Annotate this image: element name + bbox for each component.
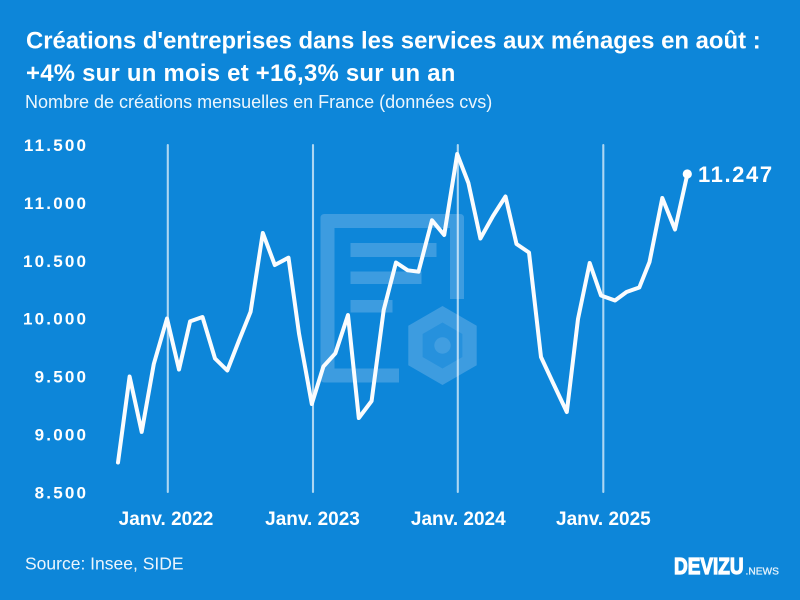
svg-text:Janv. 2023: Janv. 2023 bbox=[265, 509, 360, 530]
svg-text:9.000: 9.000 bbox=[35, 426, 89, 445]
svg-text:8.500: 8.500 bbox=[35, 483, 89, 502]
svg-text:Janv. 2024: Janv. 2024 bbox=[411, 509, 506, 530]
svg-text:11.500: 11.500 bbox=[24, 136, 88, 155]
svg-text:10.000: 10.000 bbox=[23, 310, 88, 329]
svg-text:9.500: 9.500 bbox=[35, 368, 89, 387]
svg-text:Nombre de créations mensuelles: Nombre de créations mensuelles en France… bbox=[25, 92, 492, 112]
svg-text:Source: Insee, SIDE: Source: Insee, SIDE bbox=[25, 553, 184, 573]
svg-text:.NEWS: .NEWS bbox=[746, 566, 780, 577]
svg-text:10.500: 10.500 bbox=[23, 252, 88, 271]
svg-text:DEVIZU: DEVIZU bbox=[674, 553, 744, 579]
svg-text:11.000: 11.000 bbox=[24, 194, 88, 213]
svg-text:11.247: 11.247 bbox=[698, 162, 774, 187]
svg-text:+4% sur un mois et +16,3% sur: +4% sur un mois et +16,3% sur un an bbox=[26, 60, 456, 87]
svg-text:Janv. 2022: Janv. 2022 bbox=[119, 509, 214, 530]
svg-text:Créations d'entreprises dans l: Créations d'entreprises dans les service… bbox=[26, 27, 761, 54]
svg-text:Janv. 2025: Janv. 2025 bbox=[556, 509, 651, 530]
